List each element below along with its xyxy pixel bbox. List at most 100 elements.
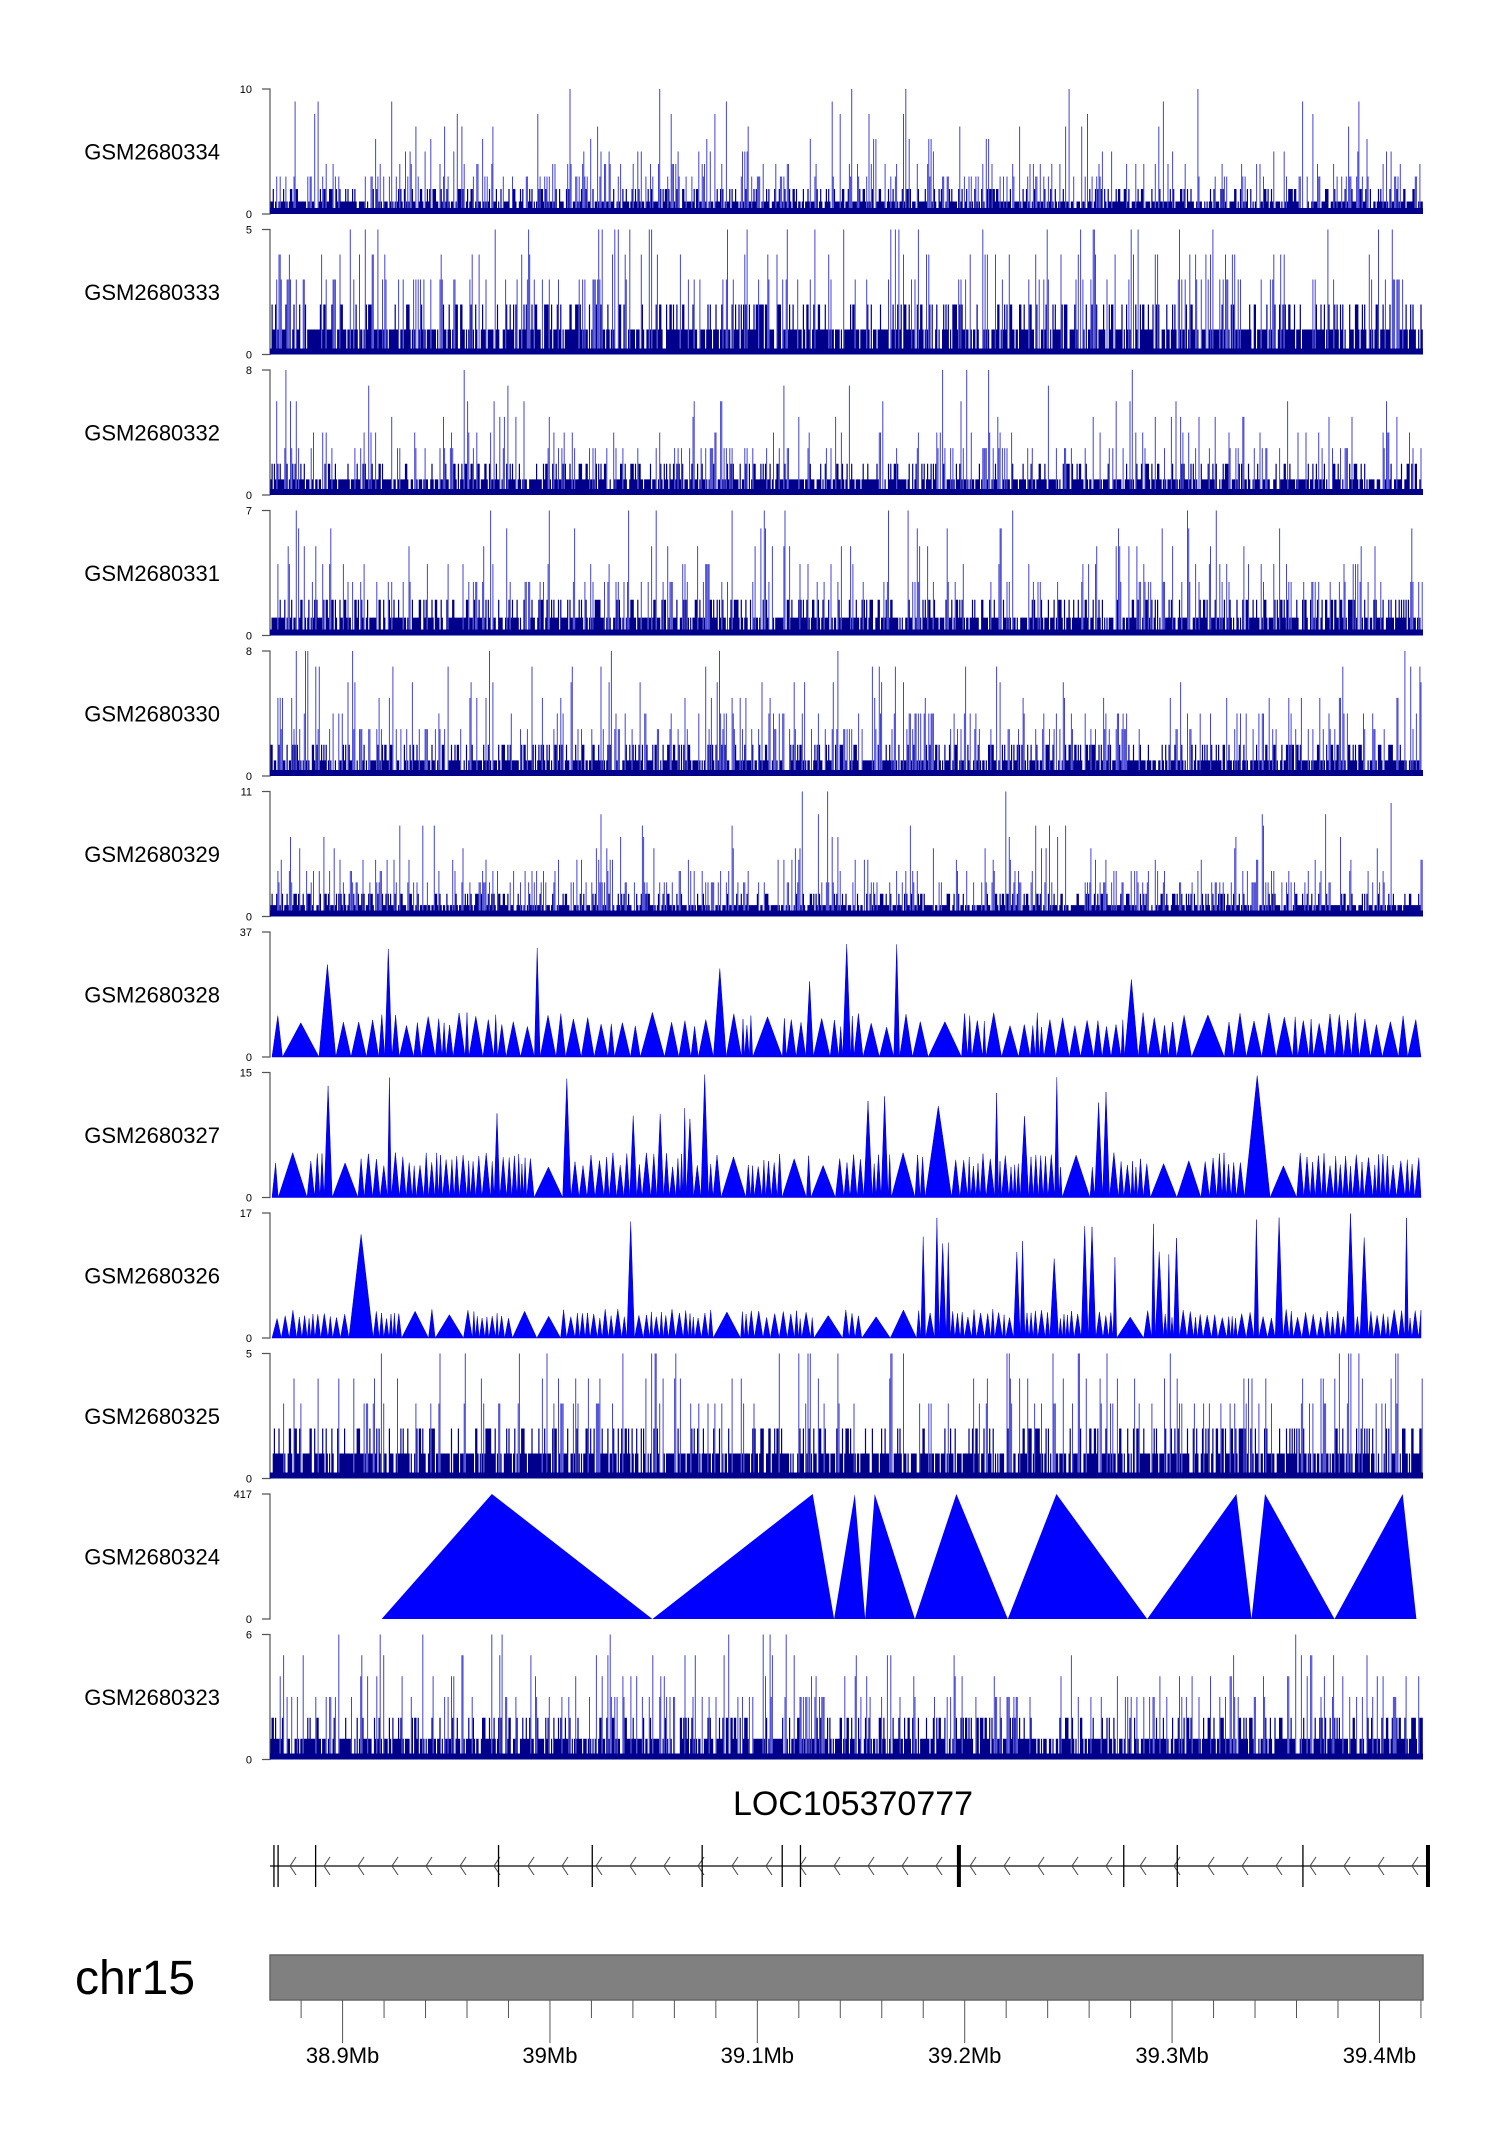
y-axis [262,1633,271,1761]
strand-arrow-icon [561,1856,569,1876]
signal-floor [270,489,1423,495]
x-tick-label: 39.1Mb [721,2043,794,2068]
strand-arrow-icon [833,1856,841,1876]
signal-peaks [277,651,1422,776]
signal-floor [270,208,1423,214]
signal-baseline [270,463,1421,495]
track-label: GSM2680332 [84,421,220,446]
strand-arrow-icon [527,1856,535,1876]
track-GSM2680327: GSM2680327 15 0 [84,1068,1422,1205]
strand-arrow-icon [459,1856,467,1876]
track-GSM2680328: GSM2680328 37 0 [84,927,1422,1064]
y-tick-label-max: 8 [246,646,252,658]
strand-arrow-icon [663,1856,671,1876]
strand-arrow-icon [1411,1856,1419,1876]
signal-floor [270,770,1423,776]
y-tick-label-max: 7 [246,506,252,518]
y-tick-label-max: 17 [240,1208,252,1220]
signal-baseline [271,599,1421,636]
y-tick-label-max: 5 [246,1349,252,1361]
signal-area [271,1213,1422,1339]
signal-peaks [283,1353,1423,1479]
chromosome-label: chr15 [75,1952,195,2005]
track-GSM2680325: GSM2680325 5 0 [84,1349,1423,1486]
signal-floor [270,629,1423,636]
strand-arrow-icon [289,1856,297,1876]
signal-area [381,1494,1417,1619]
track-label: GSM2680333 [84,280,220,305]
signal-peaks [276,89,1421,214]
strand-arrow-icon [901,1856,909,1876]
signal-baseline [270,189,1423,214]
track-label: GSM2680334 [84,140,220,165]
track-GSM2680324: GSM2680324 417 0 [84,1489,1417,1626]
track-GSM2680323: GSM2680323 6 0 [84,1630,1423,1767]
y-tick-label-min: 0 [246,1474,252,1486]
y-tick-label-min: 0 [246,1193,252,1205]
signal-floor [270,1753,1423,1760]
y-tick-label-min: 0 [246,490,252,502]
x-tick-label: 39.3Mb [1135,2043,1208,2068]
strand-arrow-icon [1275,1856,1283,1876]
y-tick-label-max: 10 [240,84,252,96]
y-tick-label-max: 8 [246,365,252,377]
track-label: GSM2680326 [84,1264,220,1289]
y-tick-label-min: 0 [246,1614,252,1626]
track-label: GSM2680329 [84,842,220,867]
track-GSM2680333: GSM2680333 5 0 [84,225,1423,362]
y-tick-label-max: 11 [241,787,252,799]
track-label: GSM2680323 [84,1685,220,1710]
strand-arrow-icon [935,1856,943,1876]
strand-arrow-icon [1309,1856,1317,1876]
strand-arrow-icon [1377,1856,1385,1876]
signal-area [271,1074,1422,1199]
strand-arrow-icon [1139,1856,1147,1876]
y-axis [262,509,271,637]
strand-arrow-icon [1105,1856,1113,1876]
y-tick-label-max: 37 [240,927,252,939]
track-label: GSM2680325 [84,1404,220,1429]
track-label: GSM2680330 [84,702,220,727]
signal-floor [270,348,1423,355]
y-axis [262,931,271,1058]
track-label: GSM2680331 [84,561,220,586]
strand-arrow-icon [1037,1856,1045,1876]
data-tracks: GSM2680334100GSM268033350GSM268033280GSM… [84,84,1423,1767]
y-tick-label-min: 0 [246,631,252,643]
signal-peaks [277,510,1423,636]
y-tick-label-max: 5 [246,225,252,237]
strand-arrow-icon [425,1856,433,1876]
signal-peaks [279,1634,1420,1760]
gene-label: LOC105370777 [733,1785,973,1823]
y-axis [262,1212,271,1339]
strand-arrow-icon [391,1856,399,1876]
strand-arrow-icon [1071,1856,1079,1876]
y-tick-label-min: 0 [246,209,252,221]
strand-arrow-icon [1207,1856,1215,1876]
signal-floor [270,1472,1423,1479]
strand-arrow-icon [731,1856,739,1876]
track-GSM2680331: GSM2680331 7 0 [84,506,1423,643]
strand-arrow-icon [969,1856,977,1876]
y-tick-label-max: 417 [234,1489,252,1501]
y-tick-label-max: 15 [240,1068,252,1080]
strand-arrow-icon [1343,1856,1351,1876]
track-label: GSM2680324 [84,1545,220,1570]
strand-arrow-icon [765,1856,773,1876]
signal-peaks [277,791,1423,917]
y-tick-label-min: 0 [246,350,252,362]
y-axis [262,790,271,918]
strand-arrow-icon [1003,1856,1011,1876]
track-label: GSM2680328 [84,983,220,1008]
track-GSM2680326: GSM2680326 17 0 [84,1208,1422,1345]
signal-peaks [276,229,1404,355]
y-axis [262,228,271,356]
y-axis [262,1493,271,1620]
y-axis [262,88,271,215]
x-tick-label: 39.4Mb [1343,2043,1416,2068]
track-GSM2680334: GSM2680334 10 0 [84,84,1423,221]
x-tick-label: 38.9Mb [306,2043,379,2068]
x-tick-label: 39.2Mb [928,2043,1001,2068]
signal-floor [270,910,1423,917]
track-GSM2680330: GSM2680330 8 0 [84,646,1423,783]
